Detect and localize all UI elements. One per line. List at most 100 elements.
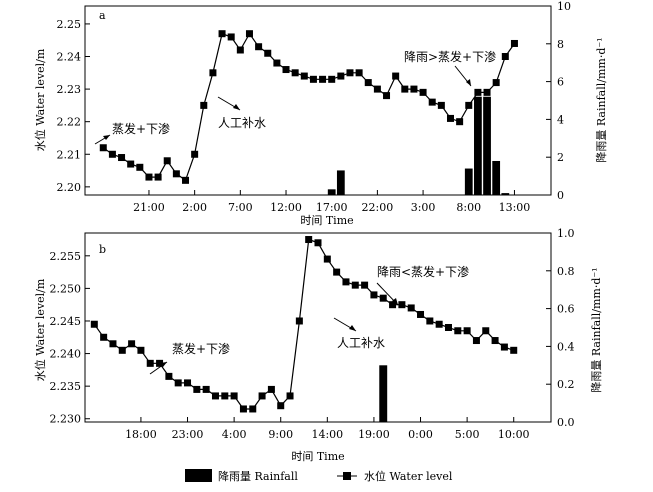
panel-a-level-point-37 xyxy=(437,101,445,109)
panel-a-arrowhead-evap xyxy=(103,135,110,140)
panel-a-level-point-44 xyxy=(501,53,509,61)
panel-b-yright-tick-label-5: 1.0 xyxy=(557,227,575,240)
panel-b-level-point-19 xyxy=(267,385,275,393)
panel-a-level-point-31 xyxy=(383,92,391,100)
panel-a-ylabel-right: 降雨量 Rainfall/mm·d⁻¹ xyxy=(594,37,608,162)
panel-b-level-point-22 xyxy=(295,317,303,325)
panel-a-x-tick-label-5: 22:00 xyxy=(362,201,394,214)
panel-a-yleft-tick-label-4: 2.24 xyxy=(57,51,82,64)
panel-b-level-point-13 xyxy=(211,392,219,400)
panel-a-level-point-18 xyxy=(264,49,272,57)
panel-a-yleft-tick-label-1: 2.21 xyxy=(57,148,82,161)
panel-b-level-point-32 xyxy=(389,301,397,309)
panel-a-yright-tick-label-1: 2 xyxy=(557,151,564,164)
panel-b-arrowhead-evap xyxy=(160,362,167,367)
panel-a-level-point-0 xyxy=(99,144,107,152)
panel-b-annotation-recharge: 人工补水 xyxy=(337,336,385,350)
panel-b-yright-tick-label-2: 0.4 xyxy=(557,340,575,353)
legend-level-marker xyxy=(343,472,351,480)
panel-a-level-point-20 xyxy=(282,66,290,74)
panel-b-annotation-rain: 降雨<蒸发+下渗 xyxy=(377,264,469,279)
panel-b-level-point-1 xyxy=(100,333,108,341)
panel-a-level-point-3 xyxy=(127,160,135,168)
panel-a-level-point-32 xyxy=(392,72,400,80)
panel-a-level-point-41 xyxy=(474,88,482,96)
panel-b-level-point-6 xyxy=(146,359,154,367)
panel-a-level-point-6 xyxy=(154,173,162,181)
panel-b-level-point-20 xyxy=(277,402,285,410)
panel-b-level-point-27 xyxy=(342,278,350,286)
panel-a-arrowhead-recharge xyxy=(233,104,240,110)
panel-b-rain-bar-0 xyxy=(379,365,388,422)
panel-a-level-point-34 xyxy=(410,85,418,93)
panel-a-level-point-1 xyxy=(108,150,116,158)
panel-a-level-point-21 xyxy=(291,69,299,77)
panel-a-level-point-45 xyxy=(510,39,518,47)
panel-a-yleft-tick-label-2: 2.22 xyxy=(57,116,82,129)
panel-a-rain-bar-1 xyxy=(336,170,345,195)
panel-b-level-point-11 xyxy=(193,385,201,393)
panel-b-x-tick-label-7: 5:00 xyxy=(455,428,480,441)
panel-b-yleft-tick-label-1: 2.235 xyxy=(50,380,82,393)
panel-b-level-point-44 xyxy=(500,343,508,351)
panel-a-level-point-29 xyxy=(364,79,372,87)
panel-a-level-point-27 xyxy=(346,69,354,77)
legend-rainfall-swatch xyxy=(185,469,212,482)
panel-b-level-point-14 xyxy=(221,392,229,400)
panel-a-level-point-25 xyxy=(328,75,336,83)
panel-b-yleft-tick-label-5: 2.255 xyxy=(50,250,82,263)
panel-b-level-point-37 xyxy=(435,320,443,328)
panel-a-yleft-tick-label-0: 2.20 xyxy=(57,181,82,194)
panel-a-x-tick-label-3: 12:00 xyxy=(270,201,302,214)
panel-b-x-tick-label-1: 23:00 xyxy=(172,428,204,441)
panel-b-level-point-2 xyxy=(109,340,117,348)
panel-a-level-line xyxy=(102,32,515,182)
legend: 降雨量 Rainfall 水位 Water level xyxy=(185,469,453,483)
panel-b-level-point-23 xyxy=(305,236,313,244)
panel-b-level-point-39 xyxy=(454,327,462,335)
panel-b-level-point-4 xyxy=(128,340,136,348)
panel-b-level-point-33 xyxy=(398,301,406,309)
panel-b-yleft-tick-label-4: 2.250 xyxy=(50,282,82,295)
panel-a: a 2.20 2.21 2.22 2.23 2.24 2.25 0 2 4 6 8 10 21:00 2:… xyxy=(33,0,608,227)
panel-b-level-point-43 xyxy=(491,337,499,345)
panel-a-level-point-16 xyxy=(245,30,253,38)
panel-a-level-point-24 xyxy=(319,75,327,83)
panel-a-level-point-22 xyxy=(300,72,308,80)
panel-a-level-point-11 xyxy=(200,101,208,109)
panel-a-yright-tick-label-4: 8 xyxy=(557,38,564,51)
panel-a-level-point-12 xyxy=(209,69,217,77)
panel-a-x-tick-label-1: 2:00 xyxy=(182,201,207,214)
panel-a-x-tick-label-6: 3:00 xyxy=(411,201,436,214)
panel-b-x-tick-label-5: 19:00 xyxy=(358,428,390,441)
panel-a-level-point-2 xyxy=(118,154,126,162)
panel-b-level-point-28 xyxy=(351,281,359,289)
panel-b-level-point-29 xyxy=(361,281,369,289)
panel-a-yright-tick-label-0: 0 xyxy=(557,189,564,202)
panel-a-level-point-23 xyxy=(309,75,317,83)
panel-b-level-point-40 xyxy=(463,327,471,335)
panel-b-frame xyxy=(84,232,552,423)
panel-a-rain-bar-5 xyxy=(492,160,501,195)
panel-a-level-point-38 xyxy=(446,114,454,122)
panel-a-level-point-36 xyxy=(428,98,436,106)
panel-a-level-point-42 xyxy=(483,88,491,96)
panel-a-annotation-evap: 蒸发+下渗 xyxy=(112,121,170,136)
panel-b-x-tick-label-6: 0:00 xyxy=(408,428,433,441)
panel-a-level-point-19 xyxy=(273,59,281,67)
panel-b-level-point-38 xyxy=(444,324,452,331)
panel-b-annotation-evap: 蒸发+下渗 xyxy=(172,341,230,356)
panel-a-level-point-30 xyxy=(373,85,381,93)
panel-b-yleft-tick-label-3: 2.245 xyxy=(50,315,82,328)
panel-b-level-point-16 xyxy=(239,405,247,413)
panel-a-yright-tick-label-2: 4 xyxy=(557,113,564,126)
legend-level-label: 水位 Water level xyxy=(364,469,453,483)
panel-a-letter: a xyxy=(99,9,106,22)
panel-b-arrowhead-recharge xyxy=(349,325,356,331)
panel-b-level-point-35 xyxy=(417,310,425,318)
panel-a-yleft-tick-label-5: 2.25 xyxy=(57,18,82,31)
panel-b-yright-tick-label-1: 0.2 xyxy=(557,378,575,391)
panel-b-level-point-34 xyxy=(407,304,415,312)
panel-b-yright-tick-label-4: 0.8 xyxy=(557,265,575,278)
